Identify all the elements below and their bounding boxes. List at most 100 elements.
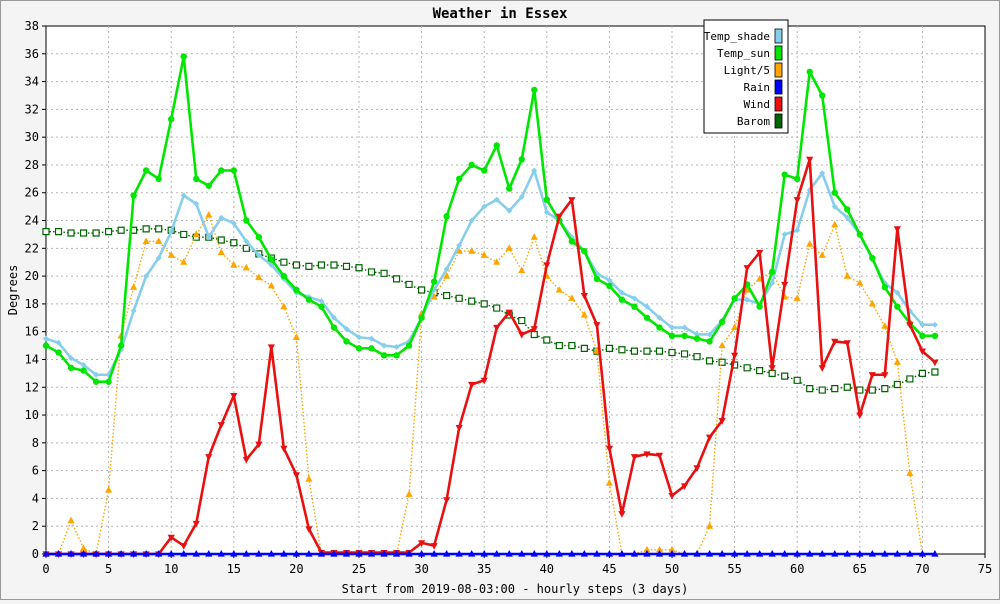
data-point-rain	[217, 550, 225, 557]
data-point-barom	[881, 385, 889, 393]
data-point-light-5	[643, 545, 651, 553]
data-point-temp-shade	[143, 273, 150, 280]
data-point-rain	[756, 550, 764, 557]
data-point-temp-shade	[794, 227, 801, 234]
data-point-light-5	[668, 545, 676, 553]
data-point-temp-sun	[819, 92, 826, 99]
data-point-light-5	[280, 302, 288, 310]
data-point-temp-sun	[42, 342, 50, 349]
data-point-wind	[705, 434, 714, 442]
data-point-temp-sun	[931, 332, 939, 340]
data-point-light-5	[906, 469, 914, 477]
data-point-temp-sun	[80, 367, 87, 374]
data-point-temp-sun	[844, 206, 851, 213]
data-point-barom	[455, 294, 463, 302]
data-point-light-5	[305, 474, 313, 482]
chart-title: Weather in Essex	[433, 6, 568, 22]
data-point-temp-sun	[631, 303, 638, 310]
data-point-barom	[217, 236, 225, 244]
data-point-wind	[180, 543, 188, 550]
data-point-light-5	[267, 281, 275, 289]
data-point-light-5	[518, 266, 526, 274]
data-point-temp-shade	[205, 234, 212, 241]
data-point-rain	[655, 550, 664, 557]
data-point-wind	[242, 456, 250, 464]
data-point-temp-sun	[255, 234, 263, 241]
x-tick-label: 15	[227, 562, 241, 576]
x-tick-label: 20	[289, 562, 303, 576]
data-point-temp-sun	[718, 318, 726, 326]
x-tick-label: 60	[790, 562, 804, 576]
data-point-wind	[618, 511, 626, 518]
data-point-rain	[931, 550, 939, 557]
data-point-temp-shade	[769, 280, 776, 287]
data-point-temp-sun	[706, 338, 713, 345]
series-line-light-5	[46, 214, 935, 555]
data-point-barom	[355, 264, 363, 272]
data-point-light-5	[655, 545, 664, 553]
data-point-rain	[530, 550, 538, 557]
data-point-wind	[443, 497, 451, 504]
data-point-light-5	[142, 237, 150, 244]
data-point-light-5	[105, 486, 113, 493]
data-point-temp-sun	[756, 303, 763, 310]
data-point-barom	[580, 344, 588, 352]
data-point-barom	[392, 275, 401, 283]
data-point-barom	[856, 386, 864, 394]
data-point-temp-sun	[418, 314, 425, 321]
data-point-light-5	[731, 323, 739, 331]
data-point-wind	[680, 483, 689, 490]
data-point-barom	[330, 261, 338, 269]
data-point-rain	[630, 550, 639, 557]
data-point-rain	[380, 550, 388, 557]
data-point-wind	[718, 418, 726, 425]
data-point-light-5	[493, 258, 501, 265]
data-point-temp-sun	[506, 185, 513, 192]
data-point-temp-shade	[43, 335, 49, 342]
data-point-light-5	[806, 240, 814, 247]
data-point-temp-sun	[355, 345, 363, 352]
data-point-rain	[305, 550, 313, 557]
data-point-temp-shade	[93, 371, 100, 378]
x-tick-label: 70	[915, 562, 929, 576]
data-point-barom	[668, 348, 676, 357]
data-point-barom	[906, 375, 914, 383]
y-tick-label: 30	[25, 130, 39, 144]
data-point-wind	[593, 322, 601, 329]
data-point-light-5	[192, 230, 200, 238]
data-point-temp-shade	[831, 203, 838, 210]
data-point-light-5	[468, 247, 476, 254]
data-point-barom	[655, 347, 664, 355]
data-point-rain	[105, 550, 113, 557]
x-tick-label: 35	[477, 562, 491, 576]
data-point-barom	[480, 300, 488, 308]
data-point-rain	[906, 550, 914, 557]
legend-label-wind: Wind	[744, 98, 771, 111]
data-point-wind	[743, 265, 751, 272]
data-point-temp-sun	[468, 161, 475, 169]
data-point-temp-sun	[493, 142, 500, 149]
data-point-wind	[230, 393, 238, 400]
data-point-barom	[781, 372, 789, 380]
data-point-wind	[543, 262, 551, 269]
series-temp-sun	[42, 53, 939, 385]
y-tick-label: 34	[25, 75, 39, 89]
data-point-rain	[793, 550, 801, 557]
data-point-light-5	[405, 490, 413, 497]
data-point-temp-sun	[894, 303, 901, 310]
legend-label-rain: Rain	[744, 81, 771, 94]
data-point-temp-shade	[68, 355, 75, 362]
data-point-wind	[305, 526, 313, 533]
data-point-rain	[317, 550, 326, 557]
data-point-temp-sun	[568, 238, 576, 245]
data-point-temp-sun	[67, 364, 75, 372]
data-point-temp-sun	[243, 217, 250, 224]
data-point-wind	[530, 326, 538, 333]
data-point-light-5	[831, 220, 839, 228]
data-point-temp-sun	[280, 272, 288, 280]
data-point-temp-sun	[606, 282, 613, 290]
data-point-temp-sun	[656, 324, 663, 331]
data-point-rain	[893, 550, 901, 557]
data-point-rain	[518, 550, 526, 557]
data-point-rain	[54, 550, 63, 557]
